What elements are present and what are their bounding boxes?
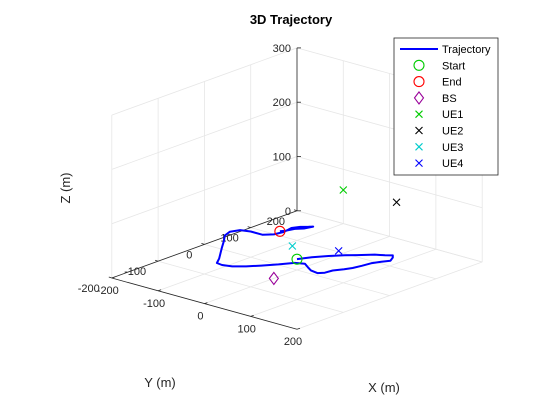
- ue1-marker: [339, 186, 348, 194]
- y-tick-label: 0: [186, 249, 192, 261]
- legend-swatch-ue3: [415, 142, 423, 151]
- y-tick: [247, 226, 251, 228]
- x-tick-label: 100: [238, 323, 256, 335]
- y-tick: [293, 209, 298, 212]
- start-marker: [291, 253, 303, 265]
- y-tick-label: -100: [124, 266, 146, 278]
- legend-swatch-ue2: [415, 126, 423, 135]
- y-axis-label: Y (m): [144, 375, 176, 390]
- x-tick: [250, 315, 254, 317]
- y-tick-label: 200: [267, 216, 285, 228]
- x-tick: [204, 302, 208, 304]
- z-tick-label: 100: [273, 152, 291, 164]
- x-tick-label: 200: [284, 336, 302, 348]
- grid-line-z: [296, 210, 483, 263]
- legend-swatch-ue1: [415, 110, 423, 119]
- legend-swatch-end: [413, 76, 425, 88]
- legend-swatch-start: [413, 59, 425, 71]
- grid-line-y: [204, 244, 390, 296]
- legend-swatch-ue4: [415, 159, 423, 167]
- x-axis-label: X (m): [368, 380, 400, 395]
- grid-line-y: [157, 260, 344, 313]
- z-tick-label: 200: [273, 97, 291, 109]
- x-tick: [157, 289, 162, 292]
- z-tick-label: 0: [285, 206, 291, 218]
- ue4-marker: [334, 247, 343, 255]
- end-marker: [274, 225, 286, 237]
- legend-label-ue4: UE4: [442, 158, 463, 170]
- x-tick: [111, 276, 115, 279]
- legend-label-bs: BS: [442, 93, 457, 105]
- grid-line-z: [111, 47, 298, 116]
- y-tick-label: -200: [78, 283, 100, 295]
- ue2-marker: [392, 198, 401, 207]
- ue3-marker: [288, 242, 297, 250]
- legend-label-end: End: [442, 77, 462, 89]
- legend-swatch-bs: [413, 90, 425, 105]
- x-tick: [296, 327, 301, 330]
- legend-box: [393, 37, 499, 176]
- legend-label-ue1: UE1: [442, 109, 463, 121]
- y-tick: [201, 243, 205, 245]
- legend-items: Trajectory Start End BS UE1 UE2 UE3 UE4: [400, 44, 491, 170]
- grid-line-z: [111, 101, 298, 170]
- y-tick: [108, 276, 112, 279]
- y-tick: [154, 259, 159, 262]
- x-tick-label: 0: [197, 311, 203, 323]
- legend-label-start: Start: [442, 60, 465, 72]
- x-tick-label: -200: [97, 285, 119, 297]
- chart-title: 3D Trajectory: [250, 12, 333, 27]
- bs-marker: [268, 271, 280, 286]
- plot-data: [215, 186, 401, 286]
- x-tick-label: -100: [143, 298, 165, 310]
- legend-label-ue2: UE2: [442, 126, 463, 138]
- legend: Trajectory Start End BS UE1 UE2 UE3 UE4: [393, 37, 499, 176]
- grid-line-z: [296, 156, 483, 209]
- grid-line-z: [111, 156, 298, 225]
- z-tick-label: 300: [273, 43, 291, 55]
- trajectory-line: [215, 225, 394, 275]
- legend-label-trajectory: Trajectory: [442, 44, 491, 56]
- z-axis-label: Z (m): [58, 172, 73, 203]
- legend-label-ue3: UE3: [442, 142, 463, 154]
